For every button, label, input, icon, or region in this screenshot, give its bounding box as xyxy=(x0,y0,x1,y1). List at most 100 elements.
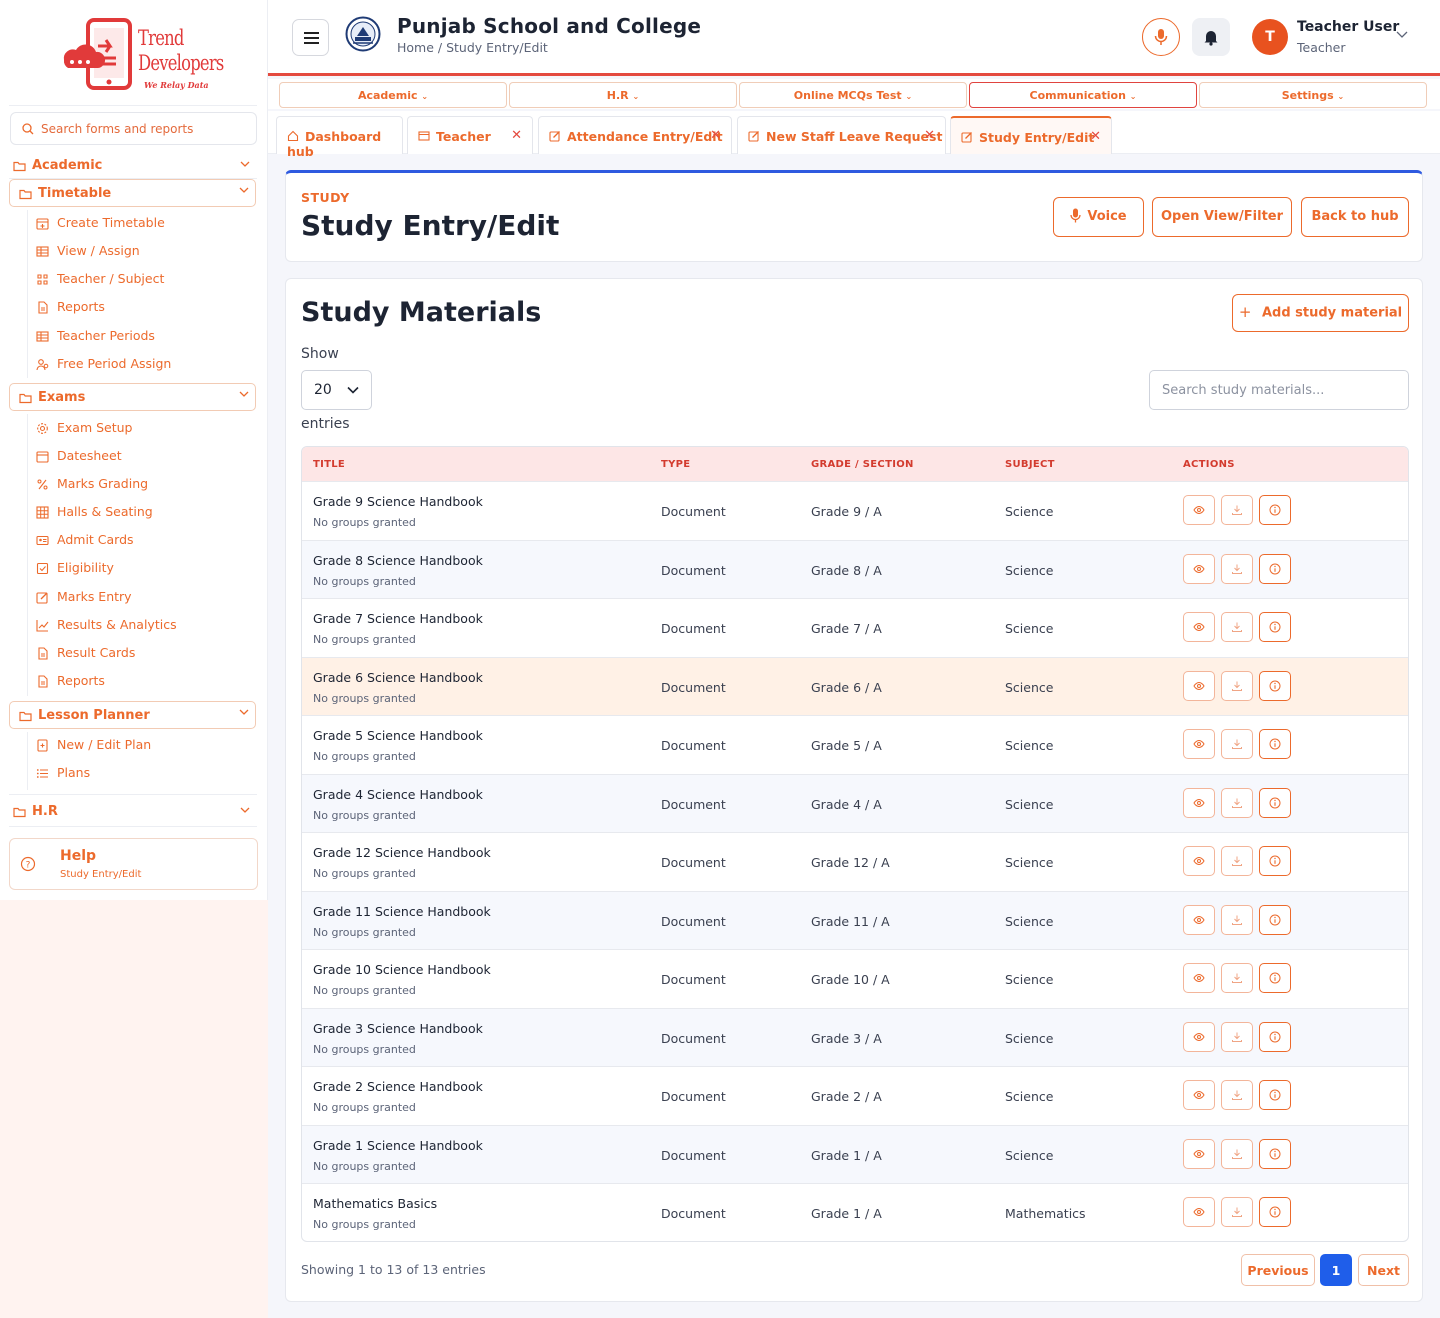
view-button[interactable] xyxy=(1183,729,1215,759)
view-button[interactable] xyxy=(1183,1080,1215,1110)
download-button[interactable] xyxy=(1221,670,1253,701)
notifications-button[interactable] xyxy=(1192,18,1230,56)
sidebar-group-timetable[interactable]: Timetable xyxy=(9,179,256,207)
download-button[interactable] xyxy=(1221,729,1253,759)
table-row[interactable]: Grade 2 Science Handbook No groups grante… xyxy=(302,1067,1408,1126)
details-button[interactable] xyxy=(1259,846,1291,876)
sidebar-group-lesson-planner[interactable]: Lesson Planner xyxy=(9,701,256,729)
details-button[interactable] xyxy=(1259,787,1291,818)
download-button[interactable] xyxy=(1221,1080,1253,1110)
sidebar-item-result-cards[interactable]: Result Cards xyxy=(36,645,135,665)
table-row[interactable]: Grade 9 Science Handbook No groups grante… xyxy=(302,482,1408,541)
sidebar-item-create-timetable[interactable]: Create Timetable xyxy=(36,215,165,235)
download-button[interactable] xyxy=(1221,495,1253,525)
view-button[interactable] xyxy=(1183,612,1215,642)
details-button[interactable] xyxy=(1259,1080,1291,1110)
sidebar-item-marks-grading[interactable]: Marks Grading xyxy=(36,476,148,496)
sidebar-section-academic[interactable]: Academic xyxy=(9,154,256,178)
tab-attendance-entry-edit[interactable]: Attendance Entry/Edit ✕ xyxy=(538,116,732,154)
table-row[interactable]: Grade 4 Science Handbook No groups grante… xyxy=(302,774,1408,833)
download-button[interactable] xyxy=(1221,1021,1253,1052)
column-header-grade-section[interactable]: GRADE / SECTION xyxy=(811,459,914,470)
view-button[interactable] xyxy=(1183,670,1215,701)
sidebar-item-marks-entry[interactable]: Marks Entry xyxy=(36,589,132,609)
details-button[interactable] xyxy=(1259,904,1291,935)
download-button[interactable] xyxy=(1221,1197,1253,1227)
sidebar-item-new-edit-plan[interactable]: New / Edit Plan xyxy=(36,737,151,757)
page-size-select[interactable]: 20 xyxy=(301,370,372,410)
view-button[interactable] xyxy=(1183,904,1215,935)
sidebar-item-halls-seating[interactable]: Halls & Seating xyxy=(36,504,153,524)
column-header-title[interactable]: TITLE xyxy=(313,459,346,470)
table-row[interactable]: Grade 6 Science Handbook No groups grante… xyxy=(302,657,1408,716)
details-button[interactable] xyxy=(1259,612,1291,642)
download-button[interactable] xyxy=(1221,787,1253,818)
download-button[interactable] xyxy=(1221,553,1253,584)
details-button[interactable] xyxy=(1259,1197,1291,1227)
sidebar-item-exam-reports[interactable]: Reports xyxy=(36,673,105,693)
sidebar-item-results-analytics[interactable]: Results & Analytics xyxy=(36,617,177,637)
view-button[interactable] xyxy=(1183,495,1215,525)
chevron-down-icon[interactable] xyxy=(1396,31,1408,38)
breadcrumb[interactable]: Home / Study Entry/Edit xyxy=(397,40,548,55)
details-button[interactable] xyxy=(1259,1138,1291,1169)
table-row[interactable]: Grade 3 Science Handbook No groups grante… xyxy=(302,1008,1408,1067)
page-1-button[interactable]: 1 xyxy=(1320,1254,1352,1286)
menu-communication[interactable]: Communication ⌄ xyxy=(969,82,1197,108)
close-icon[interactable]: ✕ xyxy=(511,128,522,143)
view-button[interactable] xyxy=(1183,846,1215,876)
column-header-type[interactable]: TYPE xyxy=(661,459,691,470)
details-button[interactable] xyxy=(1259,729,1291,759)
sidebar-item-datesheet[interactable]: Datesheet xyxy=(36,448,122,468)
download-button[interactable] xyxy=(1221,904,1253,935)
column-header-subject[interactable]: SUBJECT xyxy=(1005,459,1055,470)
details-button[interactable] xyxy=(1259,670,1291,701)
open-view-filter-button[interactable]: Open View/Filter xyxy=(1152,197,1292,237)
sidebar-item-plans[interactable]: Plans xyxy=(36,765,90,785)
download-button[interactable] xyxy=(1221,612,1253,642)
previous-page-button[interactable]: Previous xyxy=(1241,1254,1315,1286)
back-to-hub-button[interactable]: Back to hub xyxy=(1301,197,1409,237)
table-row[interactable]: Grade 11 Science Handbook No groups grant… xyxy=(302,891,1408,950)
view-button[interactable] xyxy=(1183,1138,1215,1169)
search-study-materials-input[interactable]: Search study materials... xyxy=(1149,370,1409,410)
menu-settings[interactable]: Settings ⌄ xyxy=(1199,82,1427,108)
download-button[interactable] xyxy=(1221,963,1253,993)
close-icon[interactable]: ✕ xyxy=(710,128,721,143)
sidebar-group-exams[interactable]: Exams xyxy=(9,383,256,411)
table-row[interactable]: Grade 10 Science Handbook No groups grant… xyxy=(302,950,1408,1009)
tab-study-entry-edit[interactable]: Study Entry/Edit ✕ xyxy=(950,116,1112,154)
brand-logo[interactable]: Trend Developers We Relay Data xyxy=(58,18,224,94)
sidebar-item-teacher-subject[interactable]: Teacher / Subject xyxy=(36,271,164,291)
view-button[interactable] xyxy=(1183,553,1215,584)
close-icon[interactable]: ✕ xyxy=(924,128,935,143)
tab-teacher[interactable]: Teacher ✕ xyxy=(407,116,533,154)
menu-hr[interactable]: H.R ⌄ xyxy=(509,82,737,108)
help-card[interactable]: ? Help Study Entry/Edit xyxy=(9,838,258,890)
menu-online-mcqs-test[interactable]: Online MCQs Test ⌄ xyxy=(739,82,967,108)
voice-button[interactable]: Voice xyxy=(1053,197,1144,237)
table-row[interactable]: Grade 5 Science Handbook No groups grante… xyxy=(302,716,1408,775)
sidebar-search-input[interactable]: Search forms and reports xyxy=(10,112,257,145)
tab-dashboard-hub[interactable]: Dashboard hub xyxy=(276,116,403,159)
sidebar-item-timetable-reports[interactable]: Reports xyxy=(36,299,105,319)
download-button[interactable] xyxy=(1221,1138,1253,1169)
table-row[interactable]: Grade 1 Science Handbook No groups grante… xyxy=(302,1125,1408,1184)
table-row[interactable]: Grade 7 Science Handbook No groups grante… xyxy=(302,599,1408,658)
add-study-material-button[interactable]: + Add study material xyxy=(1232,294,1409,332)
sidebar-item-admit-cards[interactable]: Admit Cards xyxy=(36,532,134,552)
voice-microphone-button[interactable] xyxy=(1142,18,1180,56)
view-button[interactable] xyxy=(1183,1021,1215,1052)
sidebar-item-eligibility[interactable]: Eligibility xyxy=(36,560,114,580)
download-button[interactable] xyxy=(1221,846,1253,876)
view-button[interactable] xyxy=(1183,963,1215,993)
view-button[interactable] xyxy=(1183,787,1215,818)
table-row[interactable]: Grade 8 Science Handbook No groups grante… xyxy=(302,540,1408,599)
tab-new-staff-leave-request[interactable]: New Staff Leave Request ✕ xyxy=(737,116,946,154)
next-page-button[interactable]: Next xyxy=(1358,1254,1409,1286)
sidebar-section-hr[interactable]: H.R xyxy=(9,800,256,824)
sidebar-item-view-assign[interactable]: View / Assign xyxy=(36,243,140,263)
hamburger-menu-button[interactable] xyxy=(292,19,329,56)
menu-academic[interactable]: Academic ⌄ xyxy=(279,82,507,108)
table-row[interactable]: Grade 12 Science Handbook No groups grant… xyxy=(302,833,1408,892)
